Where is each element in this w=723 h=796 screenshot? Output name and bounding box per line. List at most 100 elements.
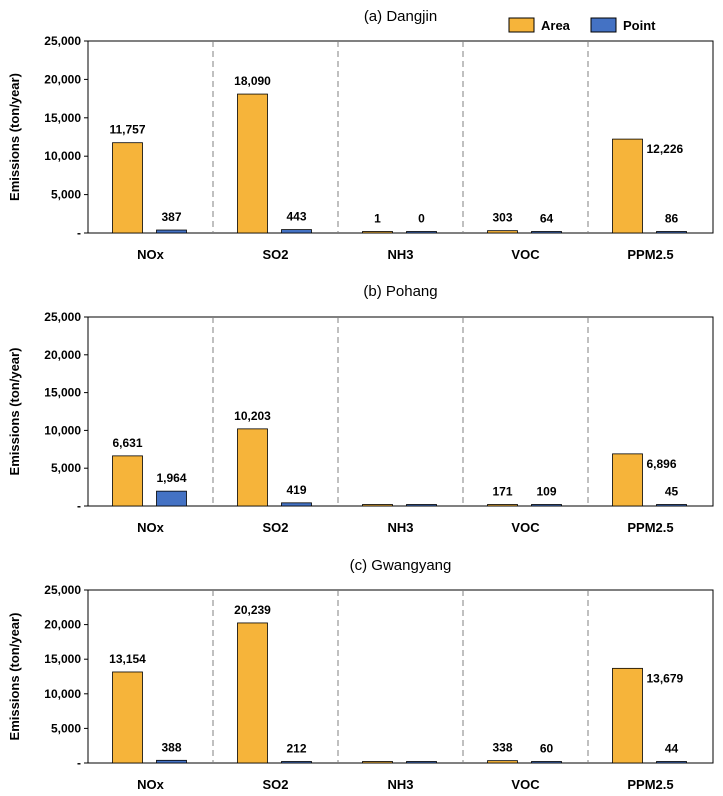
y-tick-label: - xyxy=(77,226,81,240)
x-tick-label: PPM2.5 xyxy=(627,247,673,262)
x-tick-label: NOx xyxy=(137,247,165,262)
x-tick-label: SO2 xyxy=(262,777,288,792)
y-tick-label: 10,000 xyxy=(44,687,81,701)
plot-frame xyxy=(87,589,714,764)
data-label: 6,631 xyxy=(112,436,142,450)
point-bar xyxy=(281,761,312,764)
point-bar xyxy=(406,231,437,234)
area-bar xyxy=(112,671,143,764)
point-bar xyxy=(406,504,437,507)
legend: Area Point xyxy=(508,17,656,33)
data-label: 6,896 xyxy=(647,457,677,471)
point-bar xyxy=(531,761,562,764)
data-label: 0 xyxy=(418,212,425,226)
area-bar xyxy=(362,761,393,764)
data-label: 303 xyxy=(492,211,512,225)
data-label: 109 xyxy=(536,485,556,499)
data-label: 212 xyxy=(286,742,306,756)
x-tick-label: SO2 xyxy=(262,520,288,535)
y-tick-label: 15,000 xyxy=(44,386,81,400)
chart-panel-1: (a) Dangjin Emissions (ton/year) - 5,000 10,… xyxy=(7,8,714,262)
legend-point-swatch xyxy=(590,17,617,33)
point-bar xyxy=(531,231,562,234)
x-tick-label: PPM2.5 xyxy=(627,777,673,792)
plot-frame xyxy=(87,40,714,234)
point-bar xyxy=(156,759,187,764)
y-tick-label: 25,000 xyxy=(44,34,81,48)
x-tick-label: VOC xyxy=(511,777,540,792)
x-tick-label: VOC xyxy=(511,247,540,262)
data-label: 44 xyxy=(665,742,679,756)
area-bar xyxy=(237,428,268,507)
data-label: 60 xyxy=(540,742,554,756)
area-bar xyxy=(487,230,518,234)
area-bar xyxy=(237,93,268,234)
y-tick-label: 10,000 xyxy=(44,149,81,163)
x-tick-label: NOx xyxy=(137,777,165,792)
y-tick-label: 15,000 xyxy=(44,111,81,125)
area-bar xyxy=(237,622,268,764)
y-tick-label: 15,000 xyxy=(44,652,81,666)
data-label: 171 xyxy=(492,485,512,499)
legend-point-label: Point xyxy=(623,18,656,33)
area-bar xyxy=(612,138,643,234)
y-axis-label: Emissions (ton/year) xyxy=(7,613,22,741)
point-bar xyxy=(156,490,187,507)
data-label: 20,239 xyxy=(234,603,271,617)
y-axis-label: Emissions (ton/year) xyxy=(7,73,22,201)
point-bar xyxy=(531,504,562,507)
data-label: 387 xyxy=(161,210,181,224)
y-tick-label: 5,000 xyxy=(51,721,81,735)
area-bar xyxy=(612,453,643,507)
y-tick-label: 5,000 xyxy=(51,461,81,475)
data-label: 1 xyxy=(374,212,381,226)
y-tick-label: 5,000 xyxy=(51,188,81,202)
chart-title: (a) Dangjin xyxy=(364,8,437,25)
x-tick-label: VOC xyxy=(511,520,540,535)
data-label: 18,090 xyxy=(234,74,271,88)
data-label: 338 xyxy=(492,741,512,755)
area-bar xyxy=(362,231,393,234)
point-bar xyxy=(281,229,312,234)
y-axis-label: Emissions (ton/year) xyxy=(7,348,22,476)
data-label: 12,226 xyxy=(647,142,684,156)
y-tick-label: 20,000 xyxy=(44,618,81,632)
area-bar xyxy=(112,142,143,234)
y-tick-label: - xyxy=(77,499,81,513)
x-tick-label: NH3 xyxy=(387,777,413,792)
x-tick-label: NOx xyxy=(137,520,165,535)
data-label: 10,203 xyxy=(234,409,271,423)
data-label: 45 xyxy=(665,485,679,499)
area-bar xyxy=(487,504,518,507)
point-bar xyxy=(656,231,687,234)
data-label: 443 xyxy=(286,210,306,224)
x-tick-label: NH3 xyxy=(387,247,413,262)
plot-frame xyxy=(87,316,714,507)
chart-panel-2: (b) Pohang Emissions (ton/year) - 5,000 10,0… xyxy=(7,283,714,535)
x-tick-label: PPM2.5 xyxy=(627,520,673,535)
y-tick-label: 10,000 xyxy=(44,423,81,437)
area-bar xyxy=(362,504,393,507)
area-bar xyxy=(612,667,643,764)
data-label: 13,154 xyxy=(109,652,146,666)
legend-area-label: Area xyxy=(541,18,571,33)
point-bar xyxy=(406,761,437,764)
point-bar xyxy=(656,504,687,507)
y-tick-label: 20,000 xyxy=(44,72,81,86)
data-label: 64 xyxy=(540,212,554,226)
data-label: 1,964 xyxy=(156,471,186,485)
y-tick-label: 25,000 xyxy=(44,310,81,324)
x-tick-label: NH3 xyxy=(387,520,413,535)
point-bar xyxy=(156,229,187,234)
point-bar xyxy=(281,502,312,507)
chart-panel-3: (c) Gwangyang Emissions (ton/year) - 5,000 1… xyxy=(7,557,714,792)
chart-title: (b) Pohang xyxy=(363,283,437,300)
legend-area-swatch xyxy=(508,17,535,33)
data-label: 86 xyxy=(665,212,679,226)
area-bar xyxy=(487,760,518,764)
x-tick-label: SO2 xyxy=(262,247,288,262)
point-bar xyxy=(656,761,687,764)
y-tick-label: - xyxy=(77,756,81,770)
data-label: 419 xyxy=(286,483,306,497)
